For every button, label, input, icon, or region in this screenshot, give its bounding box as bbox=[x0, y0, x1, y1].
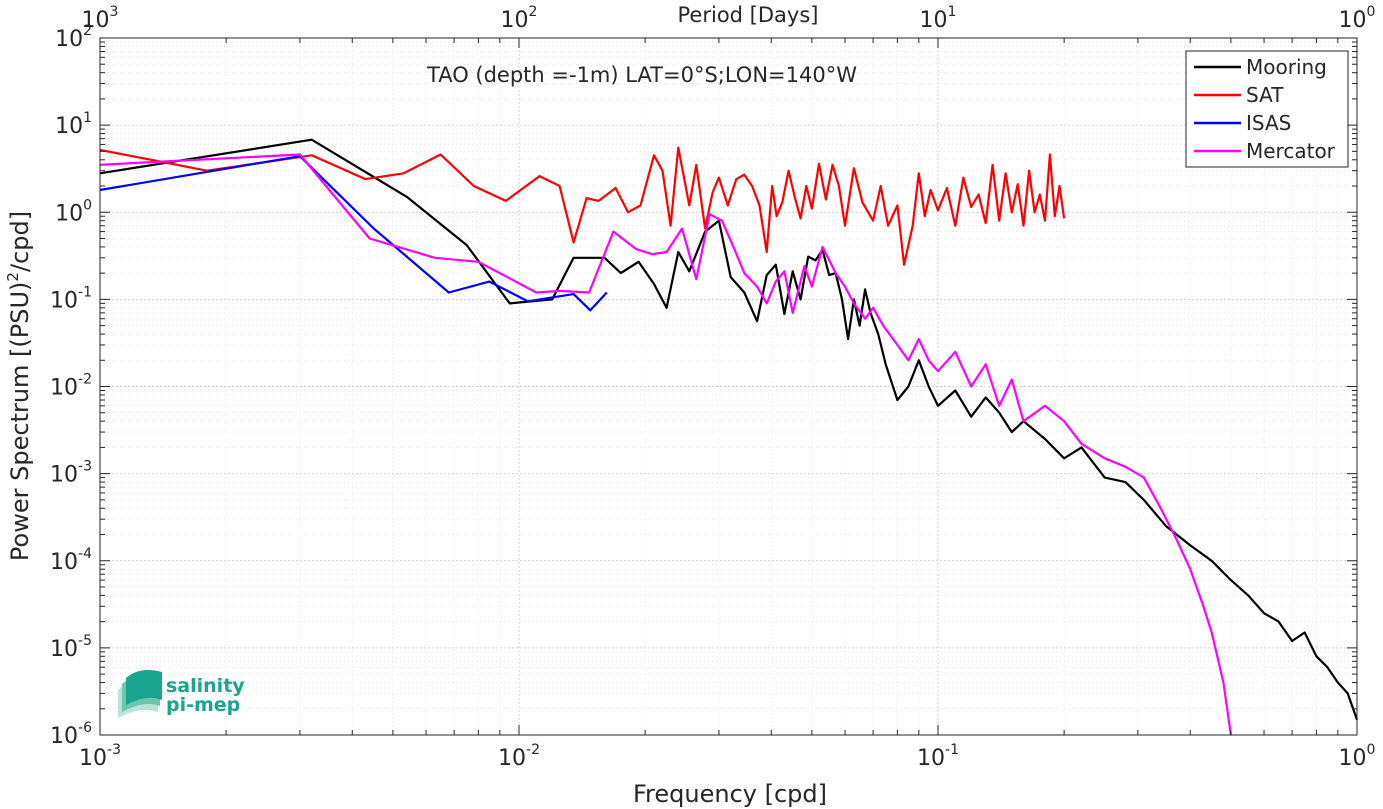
top-tick-label: 100 bbox=[1339, 4, 1376, 33]
x-tick-label-exponent: 0 bbox=[1367, 742, 1376, 758]
x-tick-label: 100 bbox=[1339, 742, 1376, 771]
x-tick-label-base: 10 bbox=[917, 746, 945, 771]
legend-label-isas: ISAS bbox=[1246, 111, 1291, 135]
y-tick-label: 102 bbox=[55, 23, 92, 52]
x-tick-label-base: 10 bbox=[79, 746, 107, 771]
x-tick-label-base: 10 bbox=[1339, 746, 1367, 771]
top-tick-label: 101 bbox=[920, 4, 957, 33]
x-tick-label-exponent: -2 bbox=[526, 742, 540, 758]
y-tick-label-exponent: 0 bbox=[83, 197, 92, 213]
y-tick-label: 10-6 bbox=[50, 720, 92, 749]
series-line-mooring bbox=[99, 138, 1359, 721]
y-axis-label-superscript: 2 bbox=[4, 272, 22, 282]
salinity-pi-mep-logo: salinity pi-mep bbox=[118, 670, 245, 718]
top-axis-label: Period [Days] bbox=[678, 3, 819, 27]
y-axis-label-tail: /cpd] bbox=[6, 211, 34, 272]
y-tick-label-base: 10 bbox=[50, 724, 78, 749]
y-tick-label-base: 10 bbox=[55, 114, 83, 139]
y-tick-label-base: 10 bbox=[50, 550, 78, 575]
top-tick-label-exponent: 1 bbox=[948, 4, 957, 20]
y-tick-label: 10-4 bbox=[50, 546, 92, 575]
x-tick-label: 10-3 bbox=[79, 742, 121, 771]
y-axis-label-main: Power Spectrum [(PSU) bbox=[6, 282, 34, 561]
chart-title: TAO (depth =-1m) LAT=0°S;LON=140°W bbox=[426, 63, 857, 87]
series-line-isas bbox=[99, 155, 608, 312]
y-axis-label: Power Spectrum [(PSU)2/cpd] bbox=[4, 211, 34, 561]
series-group bbox=[99, 138, 1359, 736]
top-tick-label-exponent: 3 bbox=[110, 4, 119, 20]
logo-text-pi-mep: pi-mep bbox=[166, 694, 240, 716]
top-tick-label-base: 10 bbox=[920, 8, 948, 33]
y-tick-label-exponent: -2 bbox=[78, 372, 92, 388]
y-tick-label: 10-3 bbox=[50, 459, 92, 488]
logo-text-salinity: salinity bbox=[166, 675, 245, 697]
y-tick-label-base: 10 bbox=[50, 463, 78, 488]
y-tick-label-exponent: -1 bbox=[78, 284, 92, 300]
y-tick-label-base: 10 bbox=[55, 201, 83, 226]
y-tick-label: 10-5 bbox=[50, 633, 92, 662]
x-axis-label: Frequency [cpd] bbox=[633, 780, 827, 808]
x-tick-label-exponent: -1 bbox=[945, 742, 959, 758]
y-tick-label-base: 10 bbox=[55, 27, 83, 52]
legend-label-sat: SAT bbox=[1246, 83, 1284, 107]
y-tick-label: 101 bbox=[55, 110, 92, 139]
top-tick-label-base: 10 bbox=[1339, 8, 1367, 33]
top-tick-label: 102 bbox=[501, 4, 538, 33]
series-line-mercator bbox=[99, 153, 1232, 736]
y-tick-label-base: 10 bbox=[50, 288, 78, 313]
y-tick-label: 100 bbox=[55, 197, 92, 226]
tick-marks bbox=[99, 37, 1358, 736]
y-tick-label: 10-1 bbox=[50, 284, 92, 313]
legend-box bbox=[1185, 50, 1349, 168]
series-line-sat bbox=[99, 146, 1066, 266]
top-tick-label-base: 10 bbox=[501, 8, 529, 33]
y-tick-label-exponent: -5 bbox=[78, 633, 92, 649]
y-tick-label-exponent: -6 bbox=[78, 720, 92, 736]
y-tick-label-exponent: -3 bbox=[78, 459, 92, 475]
y-tick-label-base: 10 bbox=[50, 637, 78, 662]
top-tick-label-exponent: 2 bbox=[529, 4, 538, 20]
y-tick-label-exponent: -4 bbox=[78, 546, 92, 562]
wave-logo-icon bbox=[118, 670, 162, 718]
top-tick-label: 103 bbox=[82, 4, 119, 33]
y-tick-label-exponent: 1 bbox=[83, 110, 92, 126]
y-tick-label-exponent: 2 bbox=[83, 23, 92, 39]
y-tick-label-base: 10 bbox=[50, 376, 78, 401]
x-tick-label-base: 10 bbox=[498, 746, 526, 771]
x-tick-label: 10-2 bbox=[498, 742, 540, 771]
legend: Mooring SAT ISAS Mercator bbox=[1185, 50, 1349, 168]
x-tick-label-exponent: -3 bbox=[107, 742, 121, 758]
x-tick-label: 10-1 bbox=[917, 742, 959, 771]
legend-label-mooring: Mooring bbox=[1246, 55, 1327, 79]
top-tick-label-base: 10 bbox=[82, 8, 110, 33]
y-tick-label: 10-2 bbox=[50, 372, 92, 401]
legend-label-mercator: Mercator bbox=[1246, 139, 1336, 163]
minor-grid bbox=[100, 38, 1357, 735]
top-tick-label-exponent: 0 bbox=[1367, 4, 1376, 20]
